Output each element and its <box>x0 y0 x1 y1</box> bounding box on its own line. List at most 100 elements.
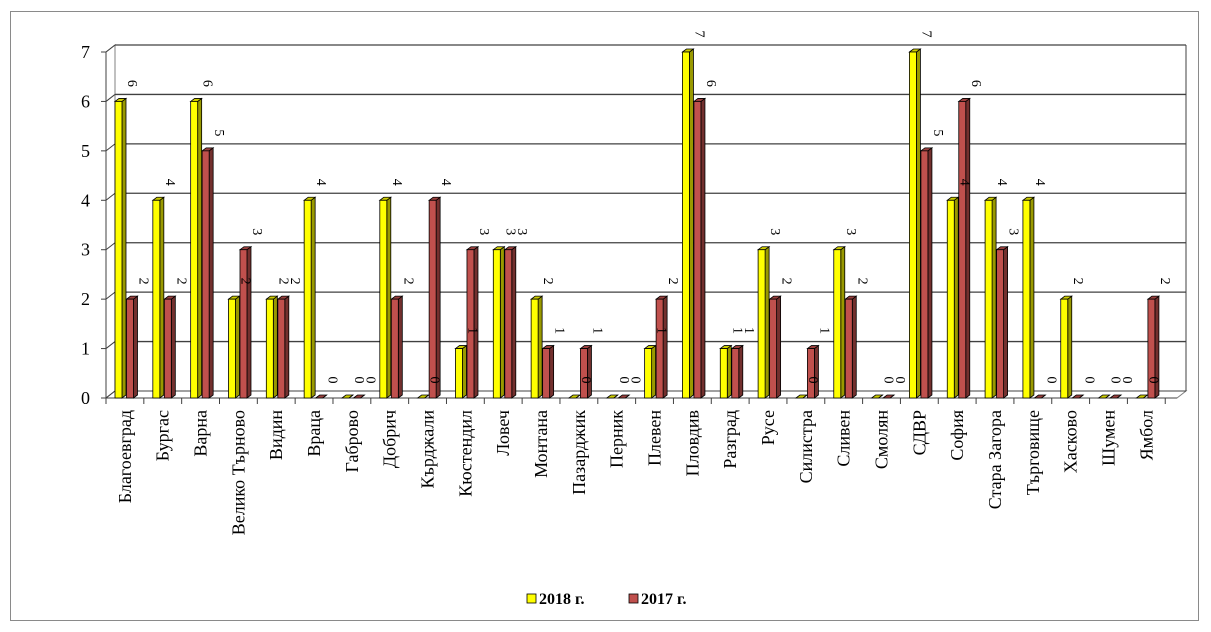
bar-front <box>1147 298 1156 399</box>
category-label: Благоевград <box>115 410 135 503</box>
bar-side <box>435 196 441 399</box>
category-label: Пазарджик <box>569 410 589 495</box>
bar-front <box>580 348 588 399</box>
bar-2017 <box>579 344 593 399</box>
gridline-diagonal <box>105 192 116 201</box>
data-label-2017: 0 <box>1081 377 1096 384</box>
bar-2018 <box>265 295 279 399</box>
bar-2018 <box>416 394 430 399</box>
bar-front <box>163 298 172 399</box>
bar-front <box>909 51 917 399</box>
bar-front <box>958 101 967 399</box>
bar-2017 <box>314 394 328 399</box>
bar-2017 <box>1033 394 1047 399</box>
bar-side <box>587 344 592 399</box>
data-label-2017: 2 <box>854 278 869 285</box>
category-labels: Благоевград Бургас Варна Велико Търново Види… <box>115 410 1156 536</box>
bar-2018 <box>946 196 960 399</box>
bar-top <box>881 394 896 399</box>
bar-2017 <box>768 295 782 399</box>
data-label-2017: 0 <box>1119 377 1134 384</box>
bar-2018 <box>302 196 317 399</box>
data-label-2017: 0 <box>892 377 907 384</box>
bar-side <box>473 245 479 399</box>
data-label-2018: 4 <box>956 179 971 186</box>
bar-front <box>265 298 274 399</box>
bar-2018 <box>756 245 771 399</box>
data-label-2018: 0 <box>616 377 631 384</box>
bar-side <box>1003 245 1008 399</box>
legend-label-2018: 2018 г. <box>539 591 584 608</box>
category-label: Русе <box>758 410 778 445</box>
bar-side <box>700 97 706 399</box>
bar-2018 <box>454 344 468 399</box>
data-label-2017: 3 <box>476 228 491 235</box>
bar-side <box>726 344 732 399</box>
bar-top <box>416 394 430 399</box>
data-label-2018: 0 <box>1108 377 1123 384</box>
data-label-2018: 2 <box>237 278 252 285</box>
bar-2018 <box>1135 394 1149 399</box>
bar-side <box>840 245 846 399</box>
bar-2017 <box>1071 394 1085 399</box>
bar-top <box>1097 394 1111 399</box>
bar-front <box>492 249 501 399</box>
bar-side <box>170 295 176 399</box>
bar-side <box>662 295 668 399</box>
bar-2017 <box>957 97 971 399</box>
data-label-2018: 2 <box>540 278 555 285</box>
bar-2018 <box>151 196 166 399</box>
category-label: Ямбол <box>1136 410 1156 460</box>
gridline-diagonal <box>105 143 116 152</box>
bar-side <box>235 295 240 399</box>
bar-side <box>776 295 782 399</box>
bar-2017 <box>541 344 555 399</box>
bar-2018 <box>681 48 695 399</box>
category-label: Велико Търново <box>228 410 248 535</box>
bar-front <box>693 101 702 399</box>
data-label-2018: 0 <box>1145 377 1160 384</box>
y-tick-label: 2 <box>81 289 90 309</box>
bar-front <box>946 199 955 399</box>
data-label-2018: 0 <box>578 377 593 384</box>
bar-2017 <box>881 394 896 399</box>
bar-top <box>314 394 328 399</box>
bar-2017 <box>125 295 139 399</box>
bar-side <box>814 344 819 399</box>
data-label-2017: 2 <box>173 278 188 285</box>
bar-2018 <box>605 394 619 399</box>
bar-side <box>851 295 857 399</box>
bar-front <box>644 348 653 399</box>
bar-front <box>833 249 842 399</box>
category-label: Хасково <box>1061 410 1081 473</box>
bar-side <box>208 147 214 399</box>
data-label-2017: 6 <box>703 80 718 87</box>
bar-top <box>1108 394 1123 399</box>
data-label-2017: 1 <box>741 327 756 334</box>
bar-side <box>499 245 505 399</box>
data-label-2018: 3 <box>843 228 858 235</box>
bar-2017 <box>730 344 744 399</box>
category-label: Плевен <box>645 410 665 466</box>
y-tick-label: 1 <box>81 339 90 359</box>
bar-top <box>1071 394 1085 399</box>
data-label-2017: 1 <box>589 327 604 334</box>
legend-swatch-2017 <box>628 593 639 604</box>
bar-front <box>466 249 475 399</box>
data-label-2017: 2 <box>779 278 794 285</box>
y-tick-label: 5 <box>81 141 90 161</box>
bar-2017 <box>995 245 1009 399</box>
bar-2017 <box>352 394 366 399</box>
gridline-diagonal <box>105 390 116 399</box>
bar-top <box>352 394 366 399</box>
bar-front <box>719 348 728 399</box>
bar-front <box>984 199 993 399</box>
data-label-2017: 3 <box>1006 228 1021 235</box>
data-label-2018: 4 <box>1032 179 1047 186</box>
bar-side <box>462 344 467 399</box>
bar-side <box>310 196 316 399</box>
category-label: Шумен <box>1098 410 1118 466</box>
bar-front <box>996 249 1004 399</box>
